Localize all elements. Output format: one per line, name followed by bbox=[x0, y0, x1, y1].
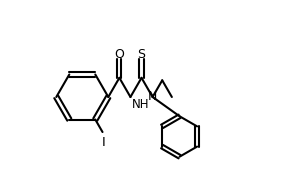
Text: N: N bbox=[148, 90, 157, 103]
Text: O: O bbox=[114, 48, 124, 61]
Text: S: S bbox=[137, 48, 145, 61]
Text: NH: NH bbox=[131, 98, 149, 111]
Text: I: I bbox=[102, 136, 106, 149]
